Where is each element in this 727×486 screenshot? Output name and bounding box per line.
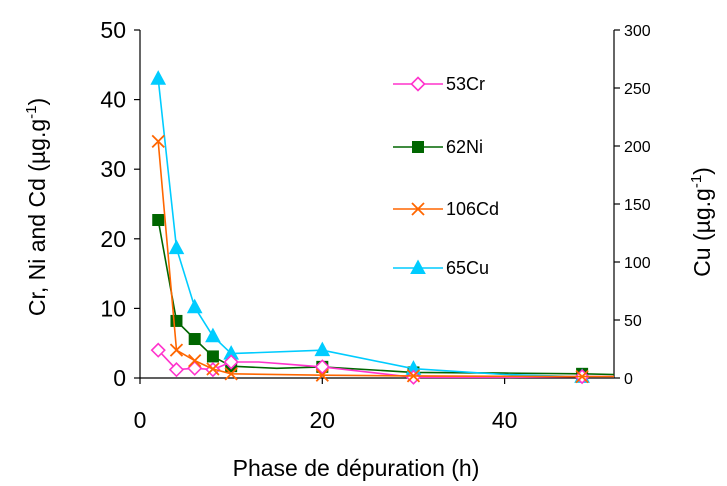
legend-swatch-marker xyxy=(410,259,426,274)
x-tick-label: 20 xyxy=(310,407,336,433)
data-point-53Cr xyxy=(168,362,185,378)
y-tick-label: 0 xyxy=(113,365,126,391)
legend-swatch-marker xyxy=(412,141,424,153)
data-point-106Cd xyxy=(206,362,220,376)
data-point-106Cd xyxy=(315,368,329,382)
series-line-65Cu xyxy=(157,78,614,378)
data-point-65Cu xyxy=(186,298,203,314)
y-tick-label: 20 xyxy=(100,226,126,252)
axes xyxy=(139,30,615,379)
legend: 53Cr 62Ni 106Cd 65Cu xyxy=(393,74,499,278)
data-point-106Cd xyxy=(406,369,421,383)
y2-axis-title-main: Cu (µg.g xyxy=(689,188,715,277)
data-point-53Cr xyxy=(150,342,166,358)
data-point-53Cr xyxy=(314,359,330,375)
data-point-53Cr xyxy=(223,354,239,370)
series-line-106Cd xyxy=(157,141,614,378)
ticks: 0 10 20 30 40 50 0 50 100 150 200 250 300 0 20 40 xyxy=(100,17,650,433)
data-point-62Ni xyxy=(188,333,201,346)
data-point-62Ni xyxy=(170,314,183,327)
legend-label: 53Cr xyxy=(446,74,485,94)
y-tick-label: 40 xyxy=(100,87,126,113)
legend-label: 62Ni xyxy=(446,137,483,157)
series-106Cd xyxy=(151,134,614,384)
x-tick-label: 40 xyxy=(492,407,518,433)
data-point-53Cr xyxy=(187,360,203,376)
legend-label: 65Cu xyxy=(446,258,489,278)
series-65Cu xyxy=(150,70,614,383)
y-tick-label: 50 xyxy=(100,17,126,43)
legend-item-53Cr: 53Cr xyxy=(393,74,485,94)
y2-axis-title-close: ) xyxy=(689,167,715,175)
y-tick-label: 10 xyxy=(100,295,126,321)
x-tick-label: 0 xyxy=(134,407,147,433)
data-point-106Cd xyxy=(169,343,184,357)
y2-tick-label: 150 xyxy=(624,197,651,214)
x-axis-title: Phase de dépuration (h) xyxy=(233,455,480,481)
data-point-62Ni xyxy=(152,214,165,227)
series-layer xyxy=(150,70,615,385)
y2-tick-label: 200 xyxy=(624,139,651,156)
series-line-62Ni xyxy=(157,219,615,376)
series-62Ni xyxy=(152,214,615,380)
data-point-106Cd xyxy=(151,134,165,148)
y-axis-title-main: Cr, Ni and Cd (µg.g xyxy=(24,119,50,316)
legend-swatch-marker xyxy=(411,202,425,216)
y2-tick-label: 100 xyxy=(624,255,651,272)
data-point-62Ni xyxy=(206,350,219,363)
data-point-65Cu xyxy=(314,341,331,357)
y-axis-title-close: ) xyxy=(24,98,50,106)
y2-tick-label: 250 xyxy=(624,81,651,98)
data-point-106Cd xyxy=(224,367,238,381)
y2-tick-label: 300 xyxy=(624,23,651,40)
y-tick-label: 30 xyxy=(100,156,126,182)
data-point-65Cu xyxy=(168,239,185,255)
legend-swatch-marker xyxy=(410,76,426,92)
y-axis-title-superscript: -1 xyxy=(23,105,40,118)
legend-item-106Cd: 106Cd xyxy=(393,199,499,219)
legend-item-62Ni: 62Ni xyxy=(393,137,483,157)
y2-axis-title-superscript: -1 xyxy=(688,175,705,188)
data-point-106Cd xyxy=(188,353,202,368)
y-axis-title: Cr, Ni and Cd (µg.g-1) xyxy=(23,98,50,316)
y2-axis-title: Cu (µg.g-1) xyxy=(688,167,715,277)
y2-tick-label: 0 xyxy=(624,371,633,388)
data-point-65Cu xyxy=(205,327,221,343)
legend-label: 106Cd xyxy=(446,199,499,219)
data-point-65Cu xyxy=(150,70,167,85)
data-point-106Cd xyxy=(575,369,589,384)
y2-tick-label: 50 xyxy=(624,313,642,330)
legend-item-65Cu: 65Cu xyxy=(393,258,489,278)
